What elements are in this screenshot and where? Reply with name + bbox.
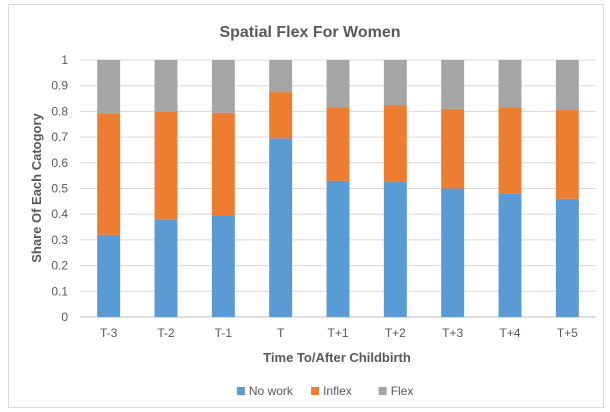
bar-inflex [555, 110, 579, 199]
legend-swatch [378, 387, 387, 395]
bar-no-work [498, 193, 522, 317]
x-tick-label: T+1 [327, 326, 348, 340]
bar-no-work [441, 188, 465, 317]
bar-no-work [97, 234, 121, 317]
y-tick-label: 0.1 [51, 284, 68, 298]
bar-flex [269, 60, 293, 93]
y-tick-label: 0.9 [51, 79, 68, 93]
y-tick-labels: 0 0.1 0.2 0.3 0.4 0.5 0.6 0.7 0.8 0.9 1 [51, 53, 68, 324]
y-tick-label: 0.4 [51, 207, 68, 221]
bar-inflex [211, 112, 235, 216]
y-tick-label: 0.8 [51, 104, 68, 118]
bar-no-work [154, 219, 178, 317]
bar-flex [383, 60, 407, 105]
bar-inflex [154, 111, 178, 220]
y-tick-label: 0.7 [51, 130, 68, 144]
x-tick-label: T+3 [442, 326, 463, 340]
bar-inflex [97, 113, 121, 235]
x-axis-title: Time To/After Childbirth [263, 350, 411, 365]
x-tick-label: T-1 [215, 326, 233, 340]
y-axis-title: Share Of Each Catogory [29, 112, 44, 262]
bar-flex [326, 60, 350, 108]
x-tick-label: T+5 [557, 326, 578, 340]
bar-flex [555, 60, 579, 111]
legend-swatch [236, 387, 245, 395]
y-tick-label: 0.3 [51, 233, 68, 247]
bar-flex [154, 60, 178, 112]
bar-inflex [269, 92, 293, 139]
bar-inflex [326, 107, 350, 181]
y-tick-label: 0.6 [51, 156, 68, 170]
chart-title: Spatial Flex For Women [219, 24, 400, 41]
y-tick-label: 0 [61, 310, 68, 324]
x-tick-label: T+2 [385, 326, 406, 340]
y-tick-label: 0.5 [51, 182, 68, 196]
bar-flex [498, 60, 522, 108]
x-tick-label: T-3 [100, 326, 118, 340]
x-tick-label: T+4 [499, 326, 520, 340]
legend-label: Flex [391, 384, 414, 398]
bars [97, 60, 579, 317]
bar-flex [441, 60, 465, 109]
bar-no-work [269, 138, 293, 317]
bar-inflex [498, 107, 522, 194]
bar-flex [211, 60, 235, 113]
x-tick-labels: T-3 T-2 T-1 T T+1 T+2 T+3 T+4 T+5 [100, 326, 578, 340]
legend-label: No work [249, 384, 294, 398]
x-tick-label: T-2 [157, 326, 175, 340]
legend: No work Inflex Flex [236, 384, 414, 398]
legend-label: Inflex [323, 384, 352, 398]
bar-inflex [441, 108, 465, 189]
bar-no-work [383, 182, 407, 317]
legend-swatch [311, 387, 320, 395]
bar-inflex [383, 104, 407, 183]
bar-no-work [555, 198, 579, 317]
x-tick-label: T [277, 326, 285, 340]
y-tick-label: 0.2 [51, 259, 68, 273]
bar-no-work [211, 215, 235, 317]
bar-flex [97, 60, 121, 114]
bar-no-work [326, 180, 350, 317]
y-tick-label: 1 [61, 53, 68, 67]
